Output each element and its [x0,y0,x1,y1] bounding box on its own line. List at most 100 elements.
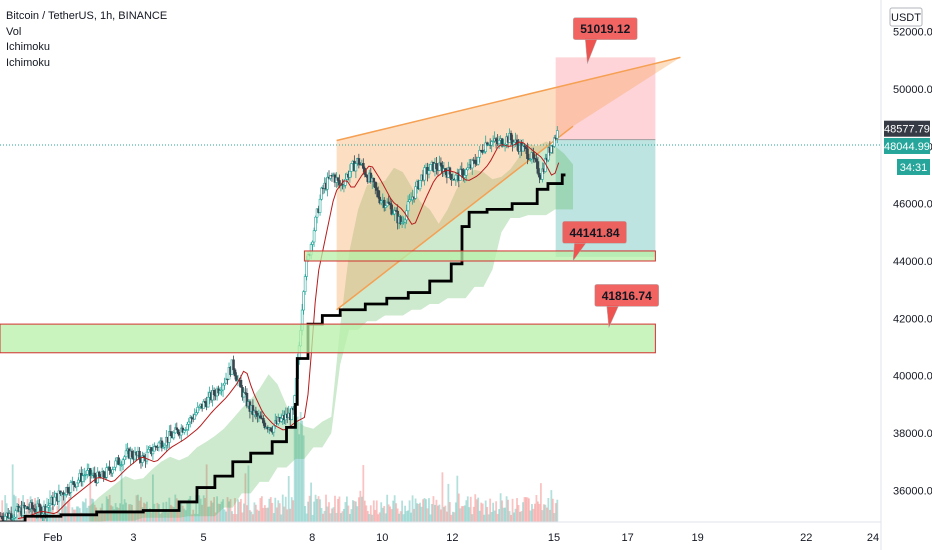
volume-bar [272,513,275,522]
candle-body [241,387,244,398]
volume-bar [211,502,214,522]
candle-body [509,132,513,141]
candle-body [211,390,214,401]
candle-body [114,460,117,468]
volume-bar [226,497,229,522]
candle-body [279,418,283,422]
candle-body [193,414,197,420]
y-tick-label: 36000.00 [893,485,932,497]
candle-body [315,208,319,218]
volume-bar [332,507,335,522]
volume-bar [459,508,462,522]
candle-body [450,173,453,181]
volume-bar [157,504,160,522]
candle-body [384,205,388,208]
candle-body [69,482,73,493]
volume-bar [408,500,411,522]
candle-body [194,412,198,416]
volume-bar [102,512,105,522]
volume-bar [141,507,144,522]
volume-bar [502,507,505,522]
volume-bar [229,499,232,522]
volume-bar [286,509,289,522]
candle-body [259,415,262,419]
volume-bar [251,514,254,522]
volume-bar [462,506,465,522]
candle-body [541,168,544,180]
volume-bar [110,505,113,522]
volume-bar [144,503,147,522]
x-tick-label: 12 [446,532,458,544]
candle-body [550,144,553,153]
candle-body [33,508,37,513]
price-callouts-layer[interactable]: 51019.12 44141.84 41816.74 [562,17,659,329]
candle-body [218,390,222,394]
volume-bar [104,512,107,522]
candle-body [547,147,550,161]
candle-body [153,446,156,452]
volume-bar [232,513,235,522]
indicator-vol[interactable]: Vol [6,25,22,38]
chart-legend: Bitcoin / TetherUS, 1h, BINANCE Vol Ichi… [6,9,167,71]
candle-body [369,172,373,182]
volume-bar [184,510,187,522]
candle-body [111,469,114,474]
candle-body [242,392,246,398]
candle-body [466,167,470,171]
volume-bar [287,475,290,522]
candle-body [11,517,14,520]
volume-bar [307,501,310,522]
price-callout-3: 41816.74 [594,284,659,329]
indicator-ichimoku-2[interactable]: Ichimoku [6,56,51,69]
x-tick-label: 17 [621,532,633,544]
volume-bar [466,496,469,522]
volume-bar [507,499,509,522]
volume-bar [289,508,292,522]
candle-body [59,490,62,495]
candle-body [521,145,525,152]
volume-bar [523,497,526,522]
volume-bar [234,498,236,522]
volume-bar [152,474,154,522]
volume-bar [366,510,369,522]
volume-bar [496,513,499,522]
y-tick-label: 44000.00 [893,256,932,268]
indicator-ichimoku-1[interactable]: Ichimoku [6,41,51,53]
volume-bar [341,511,344,522]
candle-body [251,405,255,416]
candle-body [97,471,101,477]
volume-bar [305,513,308,522]
volume-bar [326,506,329,522]
candlestick-layer [0,126,559,527]
volume-bar [219,504,221,522]
x-tick-label: 22 [800,532,812,544]
support-zones-layer[interactable] [0,144,881,354]
volume-bar [484,500,487,522]
volume-bar [135,495,138,522]
candle-body [427,170,431,175]
candle-body [391,213,395,216]
volume-bar [266,507,269,522]
symbol-title[interactable]: Bitcoin / TetherUS, 1h, BINANCE [6,10,168,22]
volume-bar [301,420,304,522]
y-tick-label: 40000.00 [893,371,932,383]
candle-body [3,515,7,521]
volume-bar [80,512,83,522]
volume-bar [334,495,336,522]
candle-body [526,148,529,159]
volume-bar [126,512,129,522]
candle-body [174,427,177,434]
volume-bar [153,503,156,522]
volume-bar [486,507,489,522]
candle-body [72,481,76,485]
volume-bar [348,513,351,522]
volume-bar [28,514,30,522]
volume-bar [274,497,277,522]
volume-bar [551,498,554,522]
volume-bar [316,498,318,522]
volume-bar [531,504,533,522]
y-tick-label: 52000.00 [893,27,932,39]
volume-bar [298,434,301,522]
volume-bar [311,514,314,522]
